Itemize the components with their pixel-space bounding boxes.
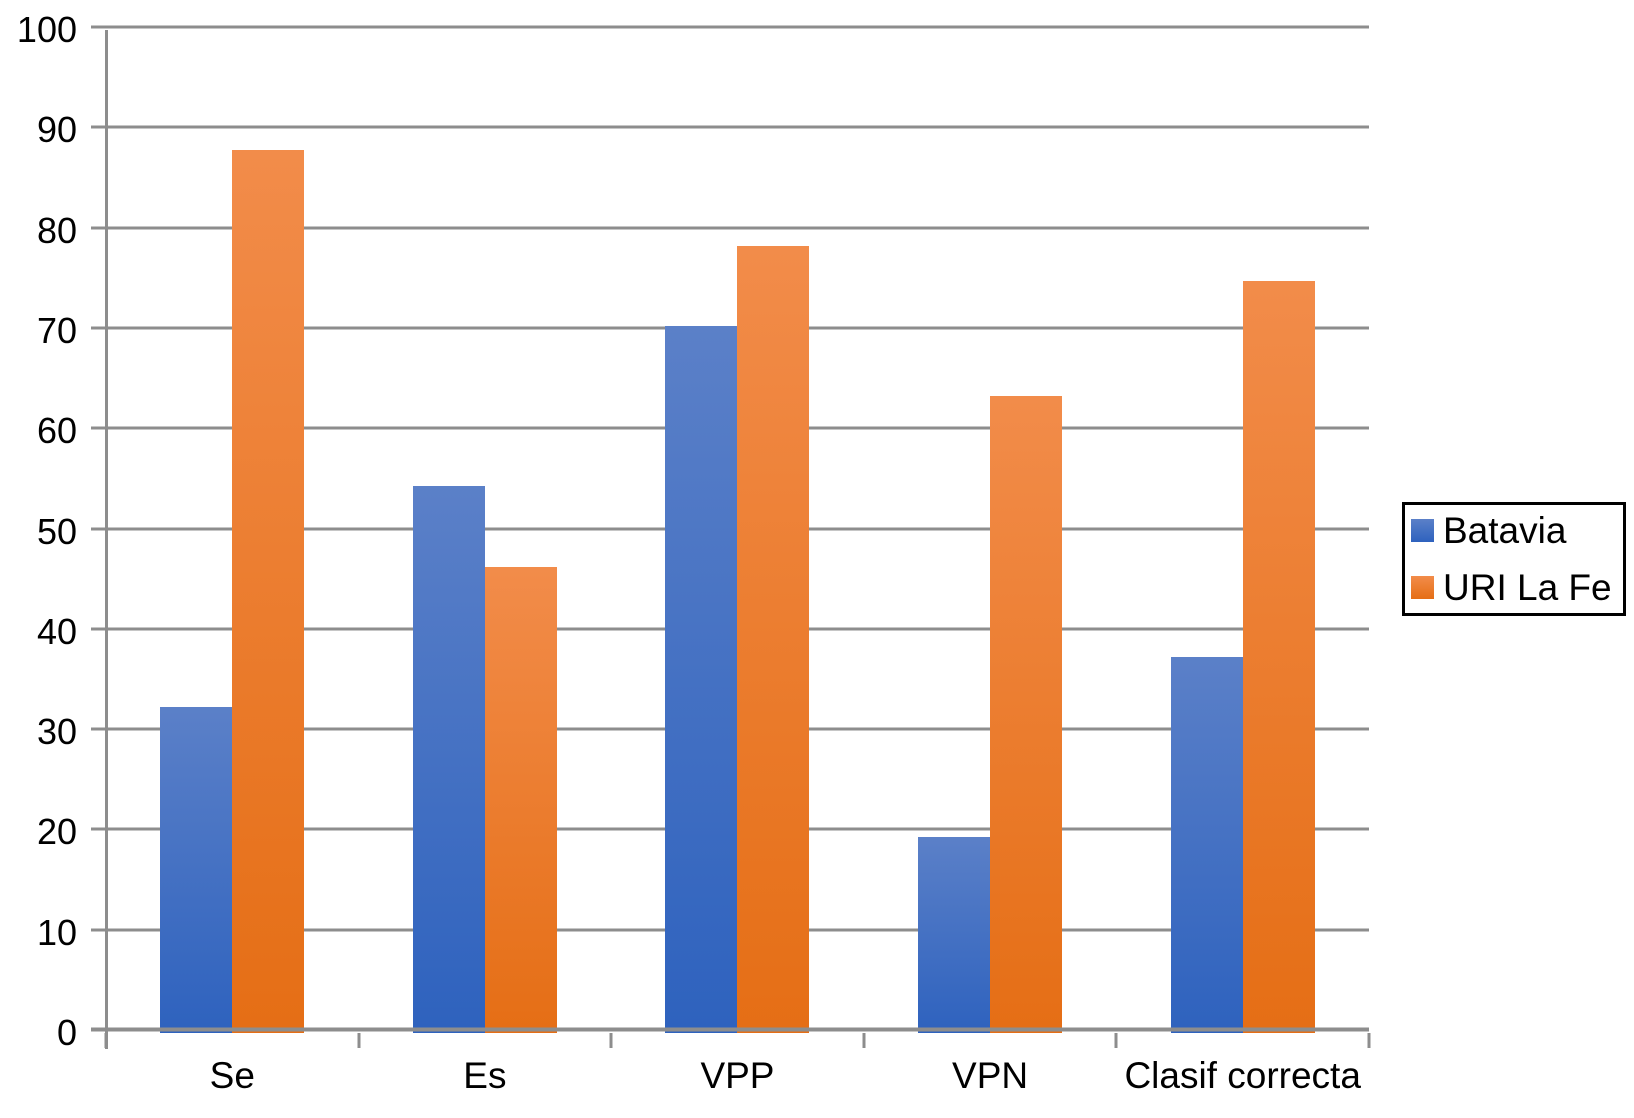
bar-batavia-vpn [918, 837, 991, 1033]
bar-batavia-se [160, 707, 233, 1033]
x-axis-category-label-vpp: VPP [700, 1055, 775, 1096]
x-axis-tick [862, 1033, 866, 1048]
y-axis-tick-label: 90 [36, 109, 77, 151]
y-axis-tick-label: 0 [56, 1012, 77, 1053]
bar-uri-la-fe-vpp [737, 245, 810, 1033]
y-axis-tick-label: 70 [36, 309, 77, 351]
legend: Batavia URI La Fe [1402, 502, 1626, 616]
plot-area [91, 25, 1371, 1049]
legend-label-uri-la-fe: URI La Fe [1443, 567, 1612, 608]
bar-batavia-clasif-correcta [1170, 656, 1243, 1033]
x-axis-tick [1114, 1033, 1118, 1048]
x-axis-baseline [91, 1027, 1369, 1032]
y-axis-tick-label: 60 [36, 410, 77, 452]
bar-uri-la-fe-es [484, 566, 557, 1033]
x-axis-category-label-se: Se [209, 1055, 255, 1096]
y-axis-tick-label: 50 [36, 510, 77, 552]
x-axis-labels: Se Es VPP VPN Clasif correcta [106, 1053, 1369, 1108]
legend-item-uri-la-fe: URI La Fe [1411, 569, 1617, 606]
bar-batavia-es [412, 486, 485, 1033]
x-axis-tick [357, 1033, 361, 1048]
bars-container [106, 30, 1369, 1033]
x-axis-tick [609, 1033, 613, 1048]
x-axis-category-label-clasif-correcta: Clasif correcta [1124, 1055, 1361, 1096]
legend-label-batavia: Batavia [1443, 510, 1567, 551]
legend-color-swatch-batavia [1411, 519, 1434, 542]
category-group-vpp [611, 30, 864, 1033]
bar-uri-la-fe-clasif-correcta [1242, 280, 1315, 1033]
category-group-se [106, 30, 359, 1033]
legend-color-swatch-uri-la-fe [1411, 576, 1434, 599]
category-group-clasif-correcta [1116, 30, 1369, 1033]
y-axis-tick-label: 40 [36, 610, 77, 652]
y-axis-line [104, 30, 108, 1049]
y-axis-tick-label: 30 [36, 711, 77, 753]
y-axis-labels: 0 10 20 30 40 50 60 70 80 90 100 [0, 9, 88, 1053]
gridline [91, 25, 1369, 29]
gridline [91, 226, 1369, 230]
x-axis-category-label-vpn: VPN [952, 1055, 1029, 1096]
category-group-vpn [864, 30, 1117, 1033]
x-axis-tick [104, 1033, 108, 1048]
y-axis-tick-label: 80 [36, 209, 77, 251]
bar-uri-la-fe-vpn [990, 396, 1063, 1033]
x-axis-tick [1367, 1033, 1371, 1048]
bar-batavia-vpp [665, 325, 738, 1033]
legend-item-batavia: Batavia [1411, 512, 1617, 549]
bar-uri-la-fe-se [232, 150, 305, 1033]
gridline [91, 125, 1369, 129]
y-axis-tick-label: 20 [36, 811, 77, 853]
y-axis-tick-label: 10 [36, 911, 77, 953]
x-axis-category-label-es: Es [463, 1055, 507, 1096]
category-group-es [359, 30, 612, 1033]
y-axis-tick-label: 100 [16, 9, 77, 50]
